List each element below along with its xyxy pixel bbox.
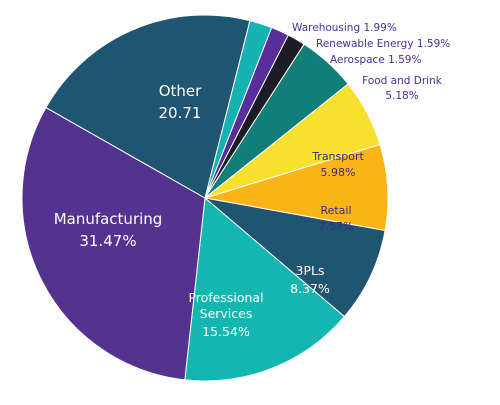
label-retail-value: 7.57% xyxy=(319,220,354,233)
label-warehousing: Warehousing 1.99% xyxy=(292,22,397,34)
pie-slice-other xyxy=(45,14,251,199)
label-manufacturing-value: 31.47% xyxy=(79,232,136,250)
label-food-and-drink-name: Food and Drink xyxy=(362,75,443,87)
slices-layer xyxy=(21,14,389,382)
label-other-name: Other xyxy=(159,82,202,100)
pie-slice-manufacturing xyxy=(21,106,206,381)
labels-layer: Warehousing 1.99% Renewable Energy 1.59% A… xyxy=(54,22,451,339)
label-professional-services-value: 15.54% xyxy=(202,324,250,339)
pie-slice-3pls xyxy=(203,197,386,318)
label-transport-name: Transport xyxy=(311,150,364,163)
label-3pls-name: 3PLs xyxy=(296,263,325,278)
label-aerospace: Aerospace 1.59% xyxy=(330,54,421,66)
label-renewable-energy: Renewable Energy 1.59% xyxy=(316,38,450,50)
label-professional-services-name-line2: Services xyxy=(200,306,253,321)
label-food-and-drink-value: 5.18% xyxy=(385,90,418,102)
label-professional-services-name-line1: Professional xyxy=(188,290,263,305)
label-3pls-value: 8.37% xyxy=(290,281,330,296)
pie-slice-professional-services xyxy=(184,197,346,382)
label-other-value: 20.71 xyxy=(159,104,202,122)
label-transport-value: 5.98% xyxy=(321,166,356,179)
label-retail-name: Retail xyxy=(320,204,351,217)
label-manufacturing-name: Manufacturing xyxy=(54,210,163,228)
